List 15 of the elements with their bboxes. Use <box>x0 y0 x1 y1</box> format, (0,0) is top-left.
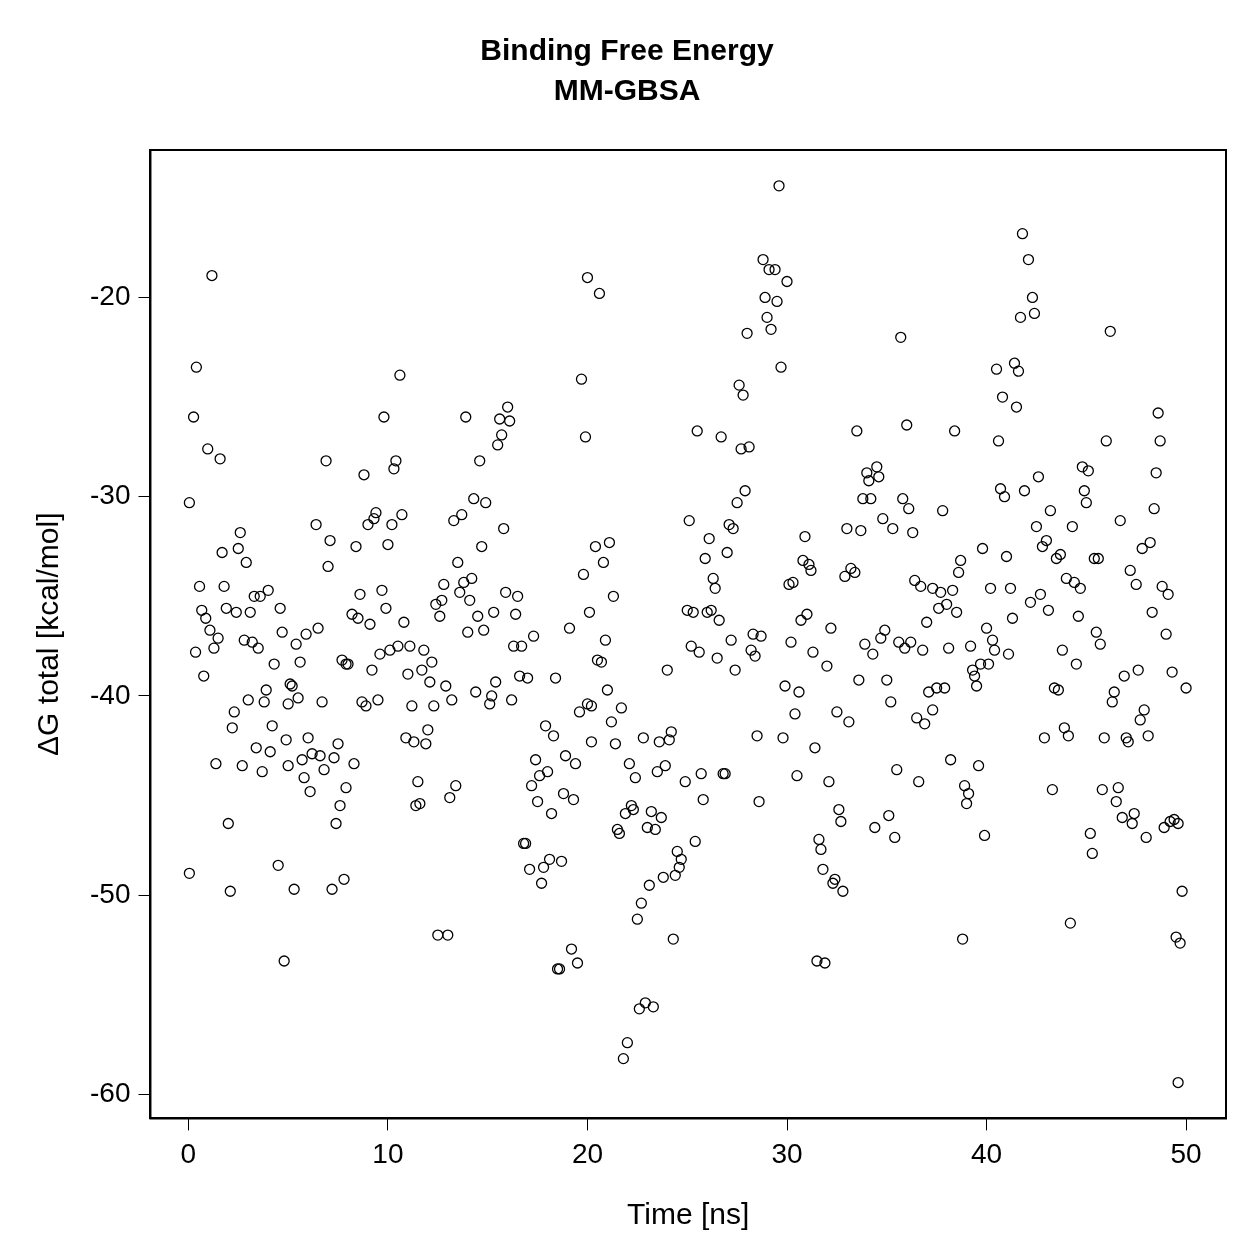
x-tick-label: 50 <box>1170 1137 1202 1169</box>
y-axis-title: ΔG total [kcal/mol] <box>31 512 65 756</box>
y-tick-label: -30 <box>90 479 131 511</box>
x-axis-title: Time [ns] <box>627 1197 750 1231</box>
y-tick-label: -40 <box>90 678 131 710</box>
x-tick-label: 10 <box>372 1137 404 1169</box>
x-tick-label: 20 <box>571 1137 604 1169</box>
chart-subtitle: MM-GBSA <box>553 73 701 107</box>
y-tick-label: -50 <box>90 877 131 909</box>
x-tick-label: 0 <box>180 1137 197 1169</box>
chart-title: Binding Free Energy <box>480 33 774 67</box>
x-tick-label: 30 <box>771 1137 803 1169</box>
y-tick-label: -60 <box>90 1077 131 1109</box>
x-tick-label: 40 <box>970 1137 1003 1169</box>
y-tick-label: -20 <box>90 280 131 312</box>
